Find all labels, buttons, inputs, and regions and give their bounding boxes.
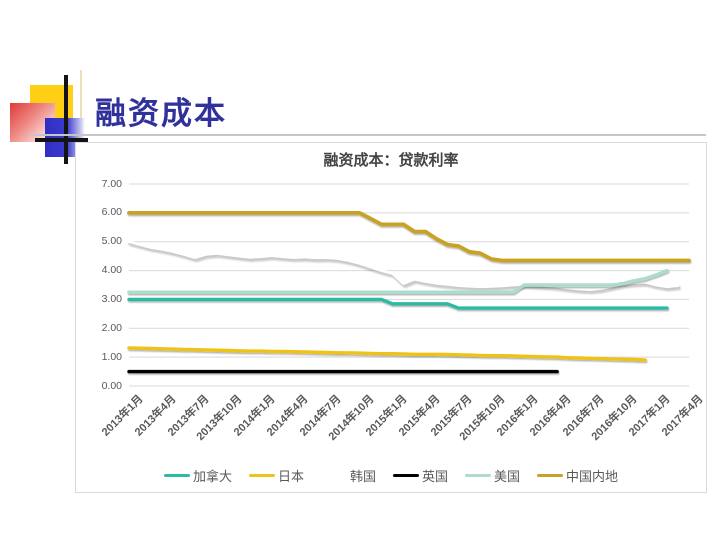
legend-swatch — [465, 473, 492, 478]
y-axis-tick-label: 4.00 — [101, 264, 122, 277]
legend-label: 英国 — [422, 469, 449, 484]
x-axis-tick-label: 2013年10月 — [194, 393, 245, 444]
legend-label: 美国 — [494, 469, 521, 484]
series-line-加拿大 — [127, 297, 669, 310]
chart-area: 融资成本：贷款利率 0.00 1.00 2.00 3.00 4.00 5.00 6.00 7.… — [75, 142, 707, 493]
y-axis-tick-label: 7.00 — [101, 177, 122, 190]
legend-item: 日本 — [248, 466, 304, 485]
chart-title: 融资成本：贷款利率 — [323, 152, 459, 169]
legend-swatch — [320, 473, 347, 478]
legend-item: 中国内地 — [537, 466, 618, 485]
title-rule — [30, 134, 706, 136]
legend-swatch — [163, 473, 190, 478]
y-axis-tick-label: 5.00 — [101, 235, 122, 248]
series-line-日本 — [127, 346, 647, 362]
decoration-cross-vertical-line — [64, 75, 68, 164]
line-chart-plot — [127, 183, 691, 387]
x-axis-tick-label: 2014年10月 — [326, 393, 377, 444]
decoration-cross-horizontal-line — [35, 138, 88, 142]
decoration-vertical-rule — [80, 70, 82, 122]
legend-label: 韩国 — [349, 469, 376, 484]
x-axis-tick-label: 2014年4月 — [264, 393, 311, 439]
y-axis-tick-label: 2.00 — [101, 321, 122, 334]
series-line-中国内地 — [127, 210, 691, 263]
series-line-韩国 — [127, 240, 680, 291]
y-axis-tick-label: 6.00 — [101, 206, 122, 219]
y-axis-tick-label: 1.00 — [101, 350, 122, 363]
legend-item: 美国 — [465, 466, 520, 485]
x-axis-tick-label: 2015年1月 — [363, 393, 409, 439]
y-axis-tick-label: 3.00 — [101, 292, 122, 305]
x-axis-tick-label: 2014年7月 — [297, 393, 344, 439]
legend-item: 加拿大 — [163, 466, 232, 485]
legend-label: 中国内地 — [566, 469, 619, 484]
legend-swatch — [393, 473, 419, 478]
legend-swatch — [537, 473, 564, 478]
x-axis-tick-label: 2014年1月 — [231, 393, 278, 439]
y-axis-tick-label: 0.00 — [101, 379, 122, 392]
legend-label: 加拿大 — [192, 469, 232, 484]
series-line-shadow — [128, 242, 681, 293]
legend-swatch — [248, 473, 275, 478]
legend-item: 韩国 — [320, 466, 376, 485]
series-line-美国 — [127, 268, 669, 294]
page-title: 融资成本 — [95, 96, 227, 132]
chart-legend: 加拿大 日本 韩国 英国 美国 中国内地 — [76, 466, 706, 485]
legend-label: 日本 — [277, 469, 304, 484]
legend-item: 英国 — [393, 466, 448, 485]
